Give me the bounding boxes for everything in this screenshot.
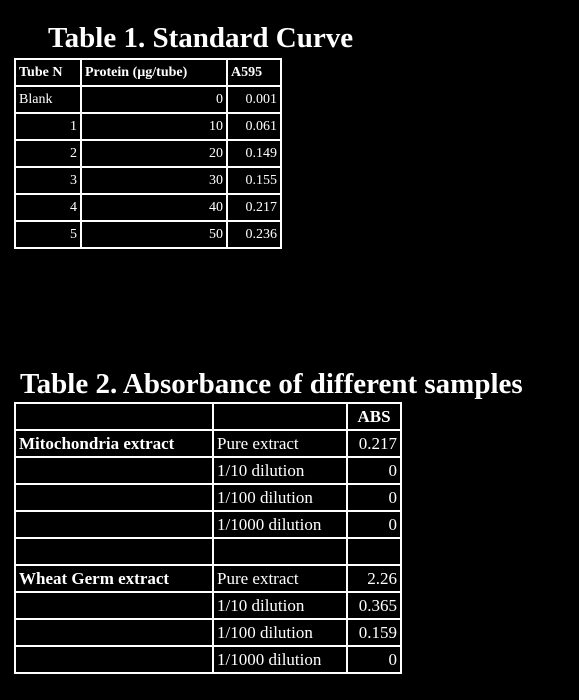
empty-cell [212,402,348,431]
protein-cell: 0 [80,85,228,114]
dilution-cell: 1/100 dilution [212,483,348,512]
abs-cell: 0.217 [346,429,402,458]
sample-name-cell: Wheat Germ extract [14,564,214,593]
protein-cell: 20 [80,139,228,168]
table-row: 3 30 0.155 [14,166,282,195]
abs-cell: 0 [346,645,402,674]
table-row: 1/10 dilution 0.365 [14,591,402,620]
table-row: 5 50 0.236 [14,220,282,249]
table2-title: Table 2. Absorbance of different samples [20,368,523,400]
table-row: 1/1000 dilution 0 [14,510,402,539]
dilution-cell: Pure extract [212,429,348,458]
spacer-row [14,537,402,566]
table1-header-row: Tube N Protein (µg/tube) A595 [14,58,282,87]
abs-cell: 0 [346,510,402,539]
abs-cell: 2.26 [346,564,402,593]
sample-name-cell: Mitochondria extract [14,429,214,458]
tube-cell: 5 [14,220,82,249]
empty-cell [14,591,214,620]
table-row: 1/1000 dilution 0 [14,645,402,674]
a595-cell: 0.061 [226,112,282,141]
dilution-cell: 1/1000 dilution [212,645,348,674]
table1-title: Table 1. Standard Curve [48,22,354,54]
standard-curve-table: Tube N Protein (µg/tube) A595 Blank 0 0.… [14,58,282,249]
table-row: 1/100 dilution 0 [14,483,402,512]
column-header-protein: Protein (µg/tube) [80,58,228,87]
table-row: 4 40 0.217 [14,193,282,222]
protein-cell: 30 [80,166,228,195]
dilution-cell: 1/100 dilution [212,618,348,647]
a595-cell: 0.217 [226,193,282,222]
empty-cell [212,537,348,566]
tube-cell: 3 [14,166,82,195]
dilution-cell: Pure extract [212,564,348,593]
table-row: Mitochondria extract Pure extract 0.217 [14,429,402,458]
a595-cell: 0.236 [226,220,282,249]
empty-cell [14,510,214,539]
empty-cell [346,537,402,566]
dilution-cell: 1/1000 dilution [212,510,348,539]
table-row: Wheat Germ extract Pure extract 2.26 [14,564,402,593]
a595-cell: 0.001 [226,85,282,114]
table2-header-row: ABS [14,402,402,431]
empty-cell [14,618,214,647]
a595-cell: 0.149 [226,139,282,168]
table-row: 1/100 dilution 0.159 [14,618,402,647]
protein-cell: 40 [80,193,228,222]
column-header-a595: A595 [226,58,282,87]
empty-cell [14,402,214,431]
abs-cell: 0 [346,483,402,512]
a595-cell: 0.155 [226,166,282,195]
protein-cell: 50 [80,220,228,249]
empty-cell [14,537,214,566]
tube-cell: Blank [14,85,82,114]
dilution-cell: 1/10 dilution [212,591,348,620]
empty-cell [14,483,214,512]
tube-cell: 1 [14,112,82,141]
empty-cell [14,456,214,485]
column-header-abs: ABS [346,402,402,431]
empty-cell [14,645,214,674]
abs-cell: 0.159 [346,618,402,647]
table-row: 1 10 0.061 [14,112,282,141]
abs-cell: 0.365 [346,591,402,620]
table-row: 1/10 dilution 0 [14,456,402,485]
protein-cell: 10 [80,112,228,141]
table-row: 2 20 0.149 [14,139,282,168]
tube-cell: 4 [14,193,82,222]
table-row: Blank 0 0.001 [14,85,282,114]
absorbance-table: ABS Mitochondria extract Pure extract 0.… [14,402,402,674]
column-header-tube: Tube N [14,58,82,87]
dilution-cell: 1/10 dilution [212,456,348,485]
tube-cell: 2 [14,139,82,168]
abs-cell: 0 [346,456,402,485]
